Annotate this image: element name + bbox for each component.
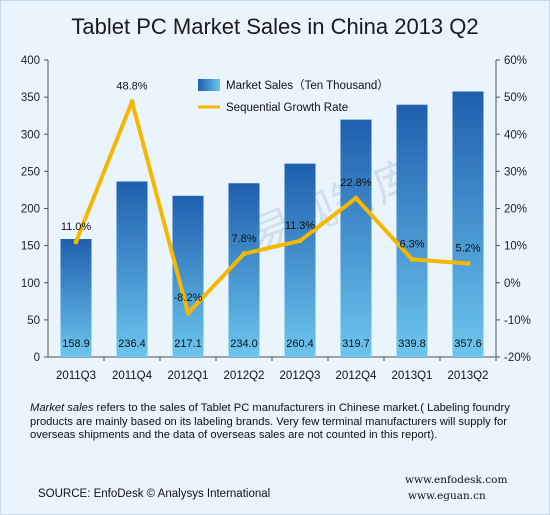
- footnote-lead: Market sales: [30, 402, 94, 414]
- bar: [116, 181, 148, 357]
- y2-tick-label: 60%: [504, 55, 527, 67]
- growth-point: [241, 251, 247, 257]
- y2-tick-label: 30%: [504, 166, 527, 178]
- growth-point: [297, 238, 303, 244]
- growth-value-label: 7.8%: [231, 233, 256, 245]
- y2-tick-label: 20%: [504, 204, 527, 216]
- x-tick-label: 2013Q1: [392, 370, 433, 382]
- growth-value-label: 22.8%: [340, 177, 371, 189]
- y-tick-label: 150: [21, 241, 40, 253]
- y-tick-label: 350: [21, 92, 40, 104]
- bar-value-label: 236.4: [118, 338, 146, 350]
- growth-value-label: -8.2%: [174, 292, 203, 304]
- bar-value-label: 234.0: [230, 338, 258, 350]
- y2-tick-label: 10%: [504, 241, 527, 253]
- bar-value-label: 260.4: [286, 338, 314, 350]
- y2-tick-label: 40%: [504, 129, 527, 141]
- x-tick-label: 2012Q1: [168, 370, 209, 382]
- chart-title: Tablet PC Market Sales in China 2013 Q2: [71, 14, 479, 39]
- bar: [452, 91, 484, 358]
- y2-tick-label: 50%: [504, 92, 527, 104]
- footnote-text: refers to the sales of Tablet PC manufac…: [30, 402, 510, 442]
- growth-point: [73, 239, 79, 245]
- y-tick-label: 400: [21, 55, 40, 67]
- growth-line: [74, 99, 470, 316]
- url-enfodesk: www.enfodesk.com: [405, 474, 508, 486]
- bar: [396, 104, 428, 357]
- growth-point: [465, 260, 471, 266]
- growth-value-label: 11.3%: [285, 220, 316, 232]
- growth-value-label: 6.3%: [399, 238, 424, 250]
- growth-value-label: 5.2%: [455, 242, 480, 254]
- bar: [284, 163, 316, 357]
- bar-value-label: 319.7: [342, 338, 370, 350]
- bar: [228, 183, 260, 357]
- x-tick-label: 2012Q3: [280, 370, 321, 382]
- growth-point: [185, 310, 191, 316]
- y2-tick-label: -10%: [504, 315, 531, 327]
- bar: [60, 239, 92, 357]
- y-tick-label: 50: [27, 315, 40, 327]
- growth-value-label: 11.0%: [61, 221, 92, 233]
- bar-value-label: 158.9: [62, 338, 90, 350]
- chart-plot: 易观智库050100150200250300350400-20%-10%0%10…: [21, 55, 531, 382]
- bar-value-label: 357.6: [454, 338, 482, 350]
- bar-value-label: 217.1: [174, 338, 202, 350]
- x-tick-label: 2013Q2: [448, 370, 489, 382]
- y2-tick-label: -20%: [504, 352, 531, 364]
- bar: [340, 119, 372, 358]
- bar-value-label: 339.8: [398, 338, 426, 350]
- growth-point: [129, 99, 135, 105]
- y-tick-label: 0: [34, 352, 40, 364]
- y-tick-label: 100: [21, 278, 40, 290]
- footnote: Market sales refers to the sales of Tabl…: [30, 402, 520, 443]
- growth-value-label: 48.8%: [116, 81, 147, 93]
- growth-point: [353, 195, 359, 201]
- x-tick-label: 2012Q2: [224, 370, 265, 382]
- x-tick-label: 2011Q3: [56, 370, 96, 382]
- y-tick-label: 300: [21, 129, 40, 141]
- x-tick-label: 2012Q4: [336, 370, 378, 382]
- y-tick-label: 200: [21, 204, 40, 216]
- growth-point: [409, 256, 415, 262]
- source-line: SOURCE: EnfoDesk © Analysys Internationa…: [38, 488, 271, 500]
- legend-label-line: Sequential Growth Rate: [226, 102, 348, 114]
- legend-swatch-bar: [198, 79, 220, 91]
- url-eguan: www.eguan.cn: [408, 490, 486, 502]
- y-tick-label: 250: [21, 166, 40, 178]
- legend-label-bar: Market Sales（Ten Thousand）: [226, 79, 389, 92]
- y2-tick-label: 0%: [504, 278, 521, 290]
- x-tick-label: 2011Q4: [112, 370, 153, 382]
